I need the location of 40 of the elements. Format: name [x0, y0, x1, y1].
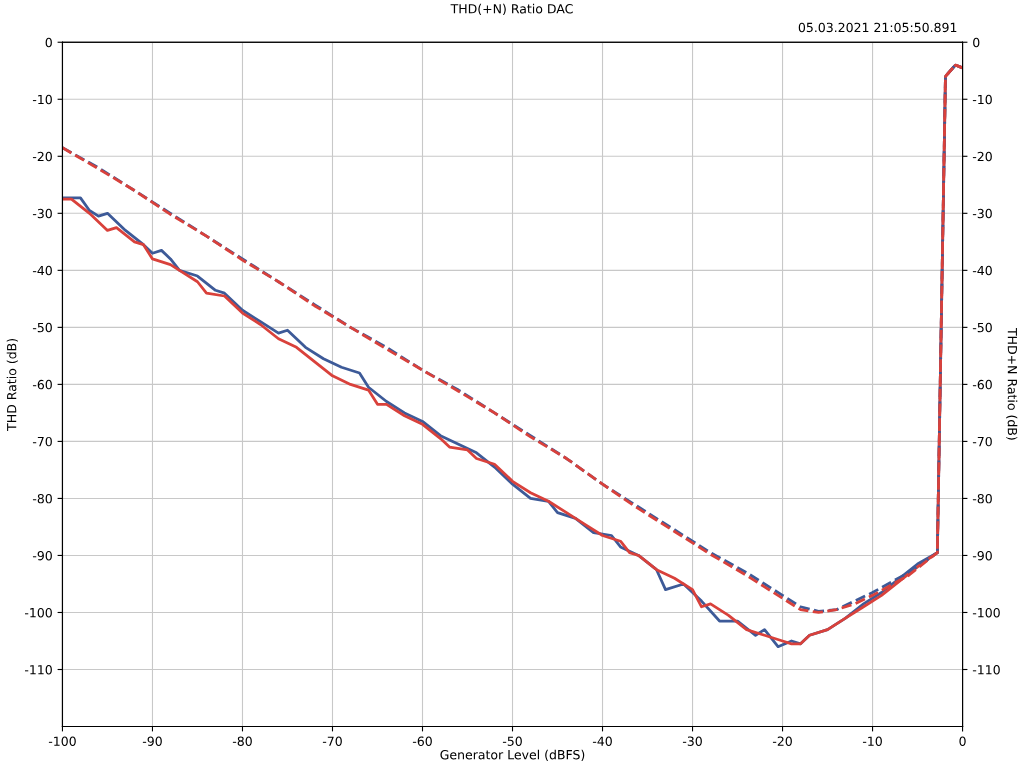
x-tick-label: 0 [959, 736, 966, 746]
y-tick-label: -10 [32, 94, 52, 105]
y2-tick-label: -20 [972, 151, 992, 162]
x-tick-label: -30 [682, 736, 702, 746]
x-tick-label: -40 [592, 736, 612, 746]
x-axis-title: Generator Level (dBFS) [440, 749, 585, 761]
y2-tick-label: -70 [972, 436, 992, 447]
y2-tick-label: -30 [972, 208, 992, 219]
y-tick-label: -60 [32, 379, 52, 390]
x-tick-label: -100 [48, 736, 76, 746]
y2-tick-label: -10 [972, 94, 992, 105]
x-tick-label: -50 [502, 736, 522, 746]
y2-tick-label: -80 [972, 493, 992, 504]
x-tick-label: -10 [862, 736, 882, 746]
x-tick-label: -80 [232, 736, 252, 746]
chart-title: THD(+N) Ratio DAC [450, 3, 573, 15]
y-tick-label: -110 [24, 664, 52, 675]
y-tick-label: -40 [32, 265, 52, 276]
y2-tick-label: -50 [972, 322, 992, 333]
x-tick-label: -90 [142, 736, 162, 746]
y2-tick-label: -100 [972, 607, 1000, 618]
x-tick-label: -20 [772, 736, 792, 746]
y-tick-label: -80 [32, 493, 52, 504]
y2-tick-label: -40 [972, 265, 992, 276]
y2-tick-label: -60 [972, 379, 992, 390]
y-tick-label: -70 [32, 436, 52, 447]
x-tick-label: -60 [412, 736, 432, 746]
y2-tick-label: 0 [973, 37, 980, 48]
y2-tick-label: -110 [972, 664, 1000, 675]
y2-axis-title: THD+N Ratio (dB) [1006, 327, 1018, 440]
y-tick-label: -20 [32, 151, 52, 162]
y-tick-label: -90 [32, 550, 52, 561]
y-tick-label: -100 [24, 607, 52, 618]
y-tick-label: -30 [32, 208, 52, 219]
y-tick-label: -50 [32, 322, 52, 333]
text: 05.03.2021 21:05:50.891 [798, 22, 957, 33]
y-tick-label: 0 [45, 37, 52, 48]
x-tick-label: -70 [322, 736, 342, 746]
y-axis-title: THD Ratio (dB) [6, 338, 18, 431]
y2-tick-label: -90 [972, 550, 992, 561]
